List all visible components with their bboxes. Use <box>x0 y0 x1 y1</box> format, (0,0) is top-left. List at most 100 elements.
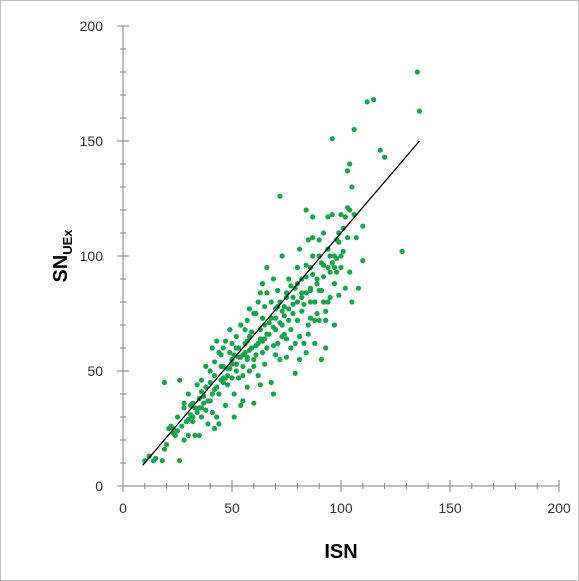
data-point <box>209 409 215 415</box>
data-point <box>257 382 263 388</box>
x-tick-label: 150 <box>438 500 462 516</box>
data-point <box>233 345 239 351</box>
data-point <box>257 290 263 296</box>
data-point <box>279 333 285 340</box>
data-point <box>264 331 270 337</box>
data-point <box>334 269 340 275</box>
data-point <box>277 193 283 199</box>
data-point <box>146 453 152 459</box>
data-point <box>399 248 405 254</box>
data-point <box>347 269 353 275</box>
data-point <box>227 366 233 372</box>
data-point <box>327 253 333 259</box>
data-point <box>264 345 270 351</box>
data-point <box>338 264 344 271</box>
data-point <box>203 407 209 413</box>
data-point <box>353 235 359 241</box>
x-tick-label: 100 <box>329 500 353 516</box>
data-point <box>342 285 348 291</box>
data-point <box>371 97 377 103</box>
data-point <box>329 260 335 266</box>
data-point <box>181 400 187 406</box>
data-point <box>314 276 320 282</box>
data-point <box>209 391 215 397</box>
data-point <box>174 428 181 434</box>
data-point <box>334 255 340 261</box>
data-point <box>314 310 320 317</box>
data-point <box>201 400 207 406</box>
data-point <box>194 382 200 388</box>
data-point <box>331 264 338 271</box>
data-point <box>347 207 353 213</box>
data-point <box>270 343 277 349</box>
data-point <box>153 455 159 461</box>
data-point <box>314 281 320 287</box>
data-point <box>198 414 205 420</box>
data-point <box>238 402 244 409</box>
data-point <box>227 327 233 333</box>
data-point <box>192 432 198 438</box>
data-point <box>240 398 246 404</box>
y-axis-title: SNUEx <box>50 229 75 283</box>
data-point <box>290 310 296 317</box>
data-point <box>255 299 261 305</box>
data-point <box>253 343 259 349</box>
data-point <box>303 207 309 213</box>
data-point <box>225 373 231 379</box>
data-point <box>181 437 187 443</box>
data-point <box>377 147 383 153</box>
data-point <box>349 184 355 190</box>
data-point <box>179 423 185 429</box>
axes <box>117 25 560 492</box>
data-point <box>303 262 309 268</box>
data-point <box>214 338 220 344</box>
data-point <box>174 414 181 420</box>
data-point <box>292 370 298 376</box>
data-point <box>296 333 303 340</box>
data-point <box>220 345 226 351</box>
data-point <box>209 345 215 351</box>
data-point <box>305 331 311 337</box>
data-point <box>227 350 233 356</box>
data-point <box>233 333 239 340</box>
data-point <box>233 368 239 374</box>
data-point <box>327 294 333 300</box>
data-point <box>299 294 305 300</box>
data-point <box>294 264 300 271</box>
data-point <box>325 264 331 271</box>
data-point <box>270 391 277 397</box>
data-point <box>216 391 222 397</box>
y-tick-label: 100 <box>80 248 104 264</box>
x-tick-label: 0 <box>119 500 127 516</box>
y-axis-title-subscript: UEx <box>60 229 75 255</box>
data-point <box>414 69 420 75</box>
data-point <box>292 285 298 291</box>
y-tick-label: 50 <box>87 363 103 379</box>
data-point <box>220 363 226 369</box>
data-point <box>294 317 300 323</box>
data-point <box>196 432 202 438</box>
data-point <box>360 223 366 229</box>
data-point <box>177 377 183 383</box>
data-point <box>262 361 268 367</box>
data-point <box>205 421 211 427</box>
data-point <box>301 301 307 307</box>
data-point <box>292 340 298 346</box>
data-point <box>240 363 246 369</box>
data-point <box>344 168 351 174</box>
data-point <box>235 375 242 381</box>
data-point <box>320 230 327 236</box>
data-point <box>216 421 222 427</box>
x-tick-label: 50 <box>224 500 240 516</box>
data-point <box>231 414 237 420</box>
data-point <box>288 283 294 289</box>
data-point <box>283 336 290 342</box>
data-point <box>249 329 255 335</box>
data-point <box>349 299 355 305</box>
x-axis-title: ISN <box>324 541 357 563</box>
data-point <box>290 294 296 300</box>
data-point <box>273 315 279 321</box>
data-point <box>338 212 344 218</box>
